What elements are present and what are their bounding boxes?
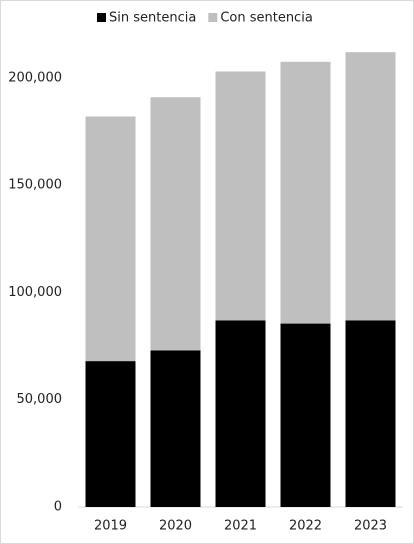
x-tick-label: 2022 [289, 519, 322, 534]
x-tick-label: 2023 [354, 519, 387, 534]
legend-label: Sin sentencia [109, 11, 196, 26]
bar-segment [215, 71, 266, 321]
bar-segment [345, 320, 396, 507]
x-tick-label: 2021 [224, 519, 257, 534]
y-tick-label: 150,000 [8, 178, 62, 193]
y-tick-label: 0 [54, 500, 62, 515]
legend-swatch [97, 13, 106, 22]
y-tick-label: 200,000 [8, 70, 62, 85]
y-tick-label: 50,000 [17, 392, 63, 407]
bar-segment [215, 320, 266, 507]
bar-segment [345, 52, 396, 321]
bar-segment [85, 116, 136, 362]
bar-segment [85, 361, 136, 507]
bar-segment [280, 323, 331, 507]
bar-segment [150, 97, 201, 351]
bar-segment [280, 61, 331, 324]
x-tick-label: 2019 [94, 519, 127, 534]
y-tick-label: 100,000 [8, 285, 62, 300]
x-tick-label: 2020 [159, 519, 192, 534]
legend-label: Con sentencia [220, 11, 312, 26]
bar-segment [150, 350, 201, 507]
legend-swatch [208, 13, 218, 22]
